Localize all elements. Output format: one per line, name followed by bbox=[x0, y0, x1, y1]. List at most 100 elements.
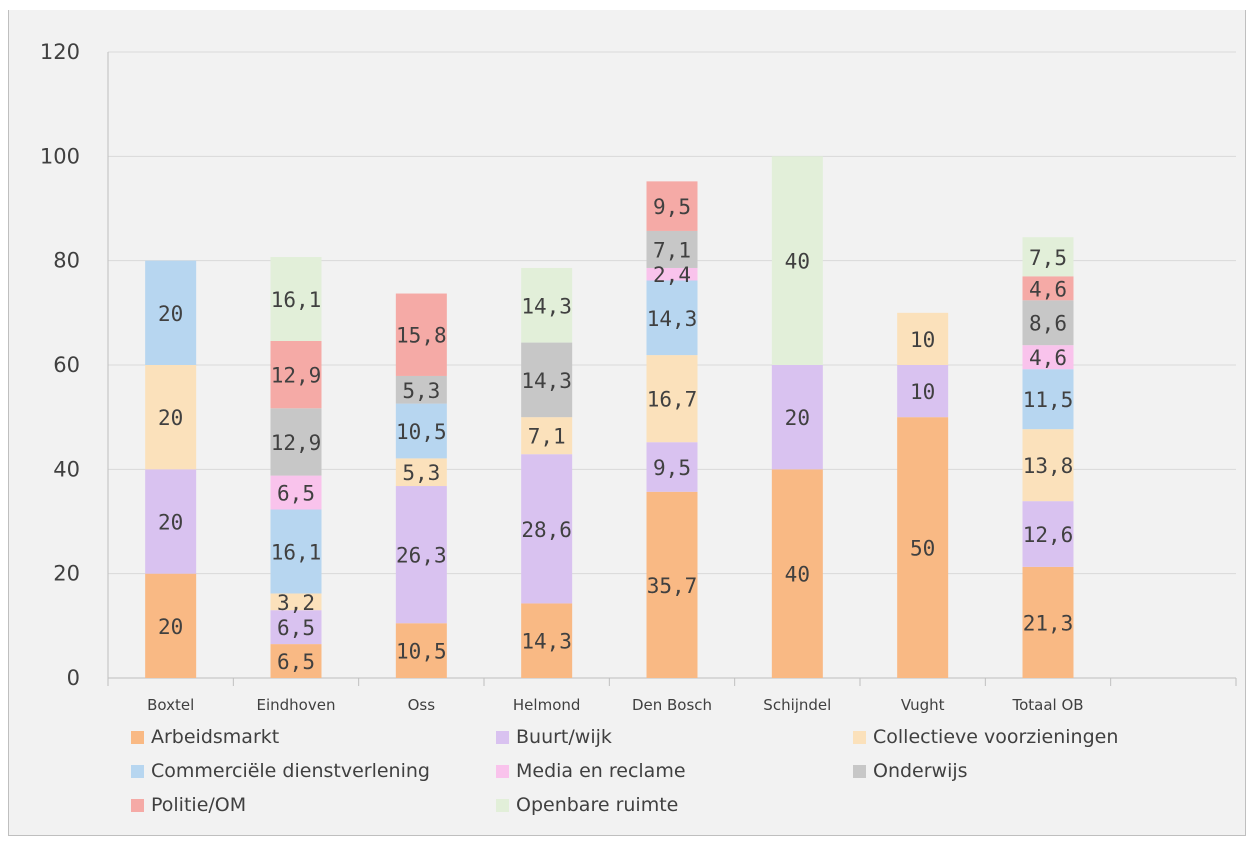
bar-segment bbox=[521, 417, 573, 455]
bar-segment bbox=[1022, 237, 1074, 277]
data-label: 20 bbox=[158, 302, 183, 326]
bar-segment bbox=[1022, 566, 1074, 678]
data-label: 2,4 bbox=[653, 263, 691, 287]
data-label: 14,3 bbox=[521, 294, 572, 318]
y-tick-label: 40 bbox=[53, 457, 80, 481]
data-label: 3,2 bbox=[277, 591, 315, 615]
y-tick-label: 0 bbox=[67, 666, 80, 690]
bar-segment bbox=[395, 403, 447, 459]
x-tick-label: Oss bbox=[408, 696, 436, 714]
data-label: 12,6 bbox=[1023, 523, 1074, 547]
y-tick-label: 20 bbox=[53, 562, 80, 586]
x-tick-label: Helmond bbox=[513, 696, 581, 714]
bar-segment bbox=[1022, 300, 1074, 346]
y-tick-label: 60 bbox=[53, 353, 80, 377]
data-label: 14,3 bbox=[521, 369, 572, 393]
bar-segment bbox=[521, 267, 573, 343]
bar-segment bbox=[897, 417, 949, 678]
x-tick-label: Vught bbox=[901, 696, 945, 714]
bar-segment bbox=[1022, 345, 1074, 370]
bar-segment bbox=[771, 365, 823, 470]
bar-segment bbox=[646, 355, 698, 443]
data-label: 16,1 bbox=[271, 540, 322, 564]
x-tick-label: Totaal OB bbox=[1011, 696, 1083, 714]
bar-segment bbox=[646, 280, 698, 356]
data-label: 14,3 bbox=[521, 630, 572, 654]
bar-segment bbox=[270, 408, 322, 476]
data-label: 10 bbox=[910, 380, 935, 404]
bar-segment bbox=[145, 260, 197, 365]
data-label: 7,1 bbox=[653, 238, 691, 262]
bar-segment bbox=[270, 475, 322, 510]
data-label: 16,7 bbox=[647, 388, 698, 412]
data-label: 9,5 bbox=[653, 195, 691, 219]
data-label: 8,6 bbox=[1029, 312, 1067, 336]
x-tick-label: Den Bosch bbox=[632, 696, 712, 714]
data-label: 14,3 bbox=[647, 307, 698, 331]
y-axis-ticks: 0 20 40 60 80 100 120 bbox=[40, 40, 80, 690]
data-label: 5,3 bbox=[402, 461, 440, 485]
bar-segment bbox=[646, 230, 698, 268]
bar-segment bbox=[270, 257, 322, 342]
heading-strip bbox=[0, 0, 1255, 10]
bar-segment bbox=[145, 365, 197, 470]
bar-segment bbox=[1022, 276, 1074, 301]
data-label: 28,6 bbox=[521, 518, 572, 542]
data-label: 10,5 bbox=[396, 420, 447, 444]
data-label: 6,5 bbox=[277, 616, 315, 640]
bar-segment bbox=[395, 623, 447, 678]
data-label: 7,5 bbox=[1029, 246, 1067, 270]
data-label: 6,5 bbox=[277, 482, 315, 506]
bar-segment bbox=[145, 573, 197, 678]
x-tick-label: Eindhoven bbox=[257, 696, 336, 714]
data-label: 12,9 bbox=[271, 431, 322, 455]
bar-segment bbox=[897, 312, 949, 365]
x-axis-ticks: Boxtel Eindhoven Oss Helmond Den Bosch Schijn… bbox=[147, 696, 1083, 714]
data-label: 13,8 bbox=[1023, 454, 1074, 478]
bar-segment bbox=[270, 610, 322, 645]
data-label: 6,5 bbox=[277, 650, 315, 674]
bar-segment bbox=[145, 469, 197, 574]
bar-segment bbox=[897, 365, 949, 418]
bar-segment bbox=[270, 341, 322, 409]
bar-segment bbox=[646, 181, 698, 231]
bar-segment bbox=[270, 644, 322, 678]
bar-segment bbox=[395, 458, 447, 487]
bar-segment bbox=[646, 442, 698, 492]
y-tick-label: 120 bbox=[40, 40, 80, 64]
data-label: 20 bbox=[158, 406, 183, 430]
bar-segment bbox=[1022, 429, 1074, 502]
bar-segment bbox=[521, 454, 573, 604]
data-label: 20 bbox=[158, 511, 183, 535]
bar-segment bbox=[1022, 501, 1074, 567]
y-tick-label: 100 bbox=[40, 144, 80, 168]
data-label: 50 bbox=[910, 537, 935, 561]
bar-segment bbox=[395, 375, 447, 404]
bar-segment bbox=[521, 603, 573, 678]
bar-segment bbox=[1022, 369, 1074, 430]
bar-segment bbox=[395, 486, 447, 624]
data-label: 10,5 bbox=[396, 640, 447, 664]
x-tick-label: Schijndel bbox=[763, 696, 831, 714]
data-label: 20 bbox=[785, 406, 810, 430]
bar-segment bbox=[395, 293, 447, 376]
data-labels: 202020206,56,53,216,16,512,912,916,110,5… bbox=[158, 195, 1073, 674]
data-label: 26,3 bbox=[396, 544, 447, 568]
x-tick-label: Boxtel bbox=[147, 696, 194, 714]
data-label: 4,6 bbox=[1029, 277, 1067, 301]
data-label: 7,1 bbox=[528, 425, 566, 449]
data-label: 16,1 bbox=[271, 288, 322, 312]
bar-segment bbox=[646, 267, 698, 281]
data-label: 5,3 bbox=[402, 379, 440, 403]
data-label: 35,7 bbox=[647, 574, 698, 598]
data-label: 12,9 bbox=[271, 364, 322, 388]
bar-segment bbox=[270, 593, 322, 611]
bar-segment bbox=[521, 342, 573, 418]
bar-segment bbox=[270, 509, 322, 594]
data-label: 10 bbox=[910, 328, 935, 352]
y-tick-label: 80 bbox=[53, 249, 80, 273]
data-label: 11,5 bbox=[1023, 388, 1074, 412]
bar-segment bbox=[771, 469, 823, 678]
bar-segment bbox=[646, 491, 698, 678]
